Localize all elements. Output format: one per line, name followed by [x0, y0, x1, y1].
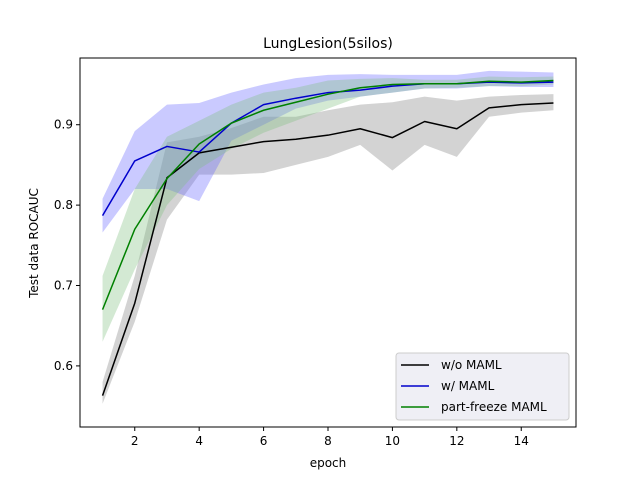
y-tick-label: 0.7 — [54, 279, 73, 293]
y-tick-label: 0.6 — [54, 359, 73, 373]
x-axis-label: epoch — [310, 456, 347, 470]
x-tick-label: 12 — [449, 434, 464, 448]
x-tick-label: 4 — [195, 434, 203, 448]
legend-label-0: w/o MAML — [441, 358, 502, 372]
y-tick-label: 0.8 — [54, 198, 73, 212]
series-lines — [101, 79, 554, 396]
legend-label-2: part-freeze MAML — [441, 400, 547, 414]
confidence-band-2 — [102, 76, 554, 342]
legend-label-1: w/ MAML — [441, 379, 495, 393]
x-axis-ticks: 2 4 6 8 10 12 14 — [131, 427, 529, 448]
y-axis-ticks: 0.6 0.7 0.8 0.9 — [54, 118, 80, 373]
confidence-bands — [102, 70, 554, 404]
series-line-2 — [101, 79, 554, 310]
x-tick-label: 6 — [260, 434, 268, 448]
y-tick-label: 0.9 — [54, 118, 73, 132]
legend: w/o MAML w/ MAML part-freeze MAML — [395, 352, 570, 421]
confidence-band-0 — [102, 94, 554, 404]
x-tick-label: 10 — [385, 434, 400, 448]
legend-box — [395, 352, 570, 421]
chart-title: LungLesion(5silos) — [263, 36, 393, 52]
x-tick-label: 2 — [131, 434, 139, 448]
series-line-0 — [101, 102, 554, 396]
y-axis-label: Test data ROCAUC — [27, 188, 41, 299]
x-tick-label: 8 — [324, 434, 332, 448]
x-tick-label: 14 — [514, 434, 529, 448]
confidence-band-1 — [102, 70, 554, 233]
